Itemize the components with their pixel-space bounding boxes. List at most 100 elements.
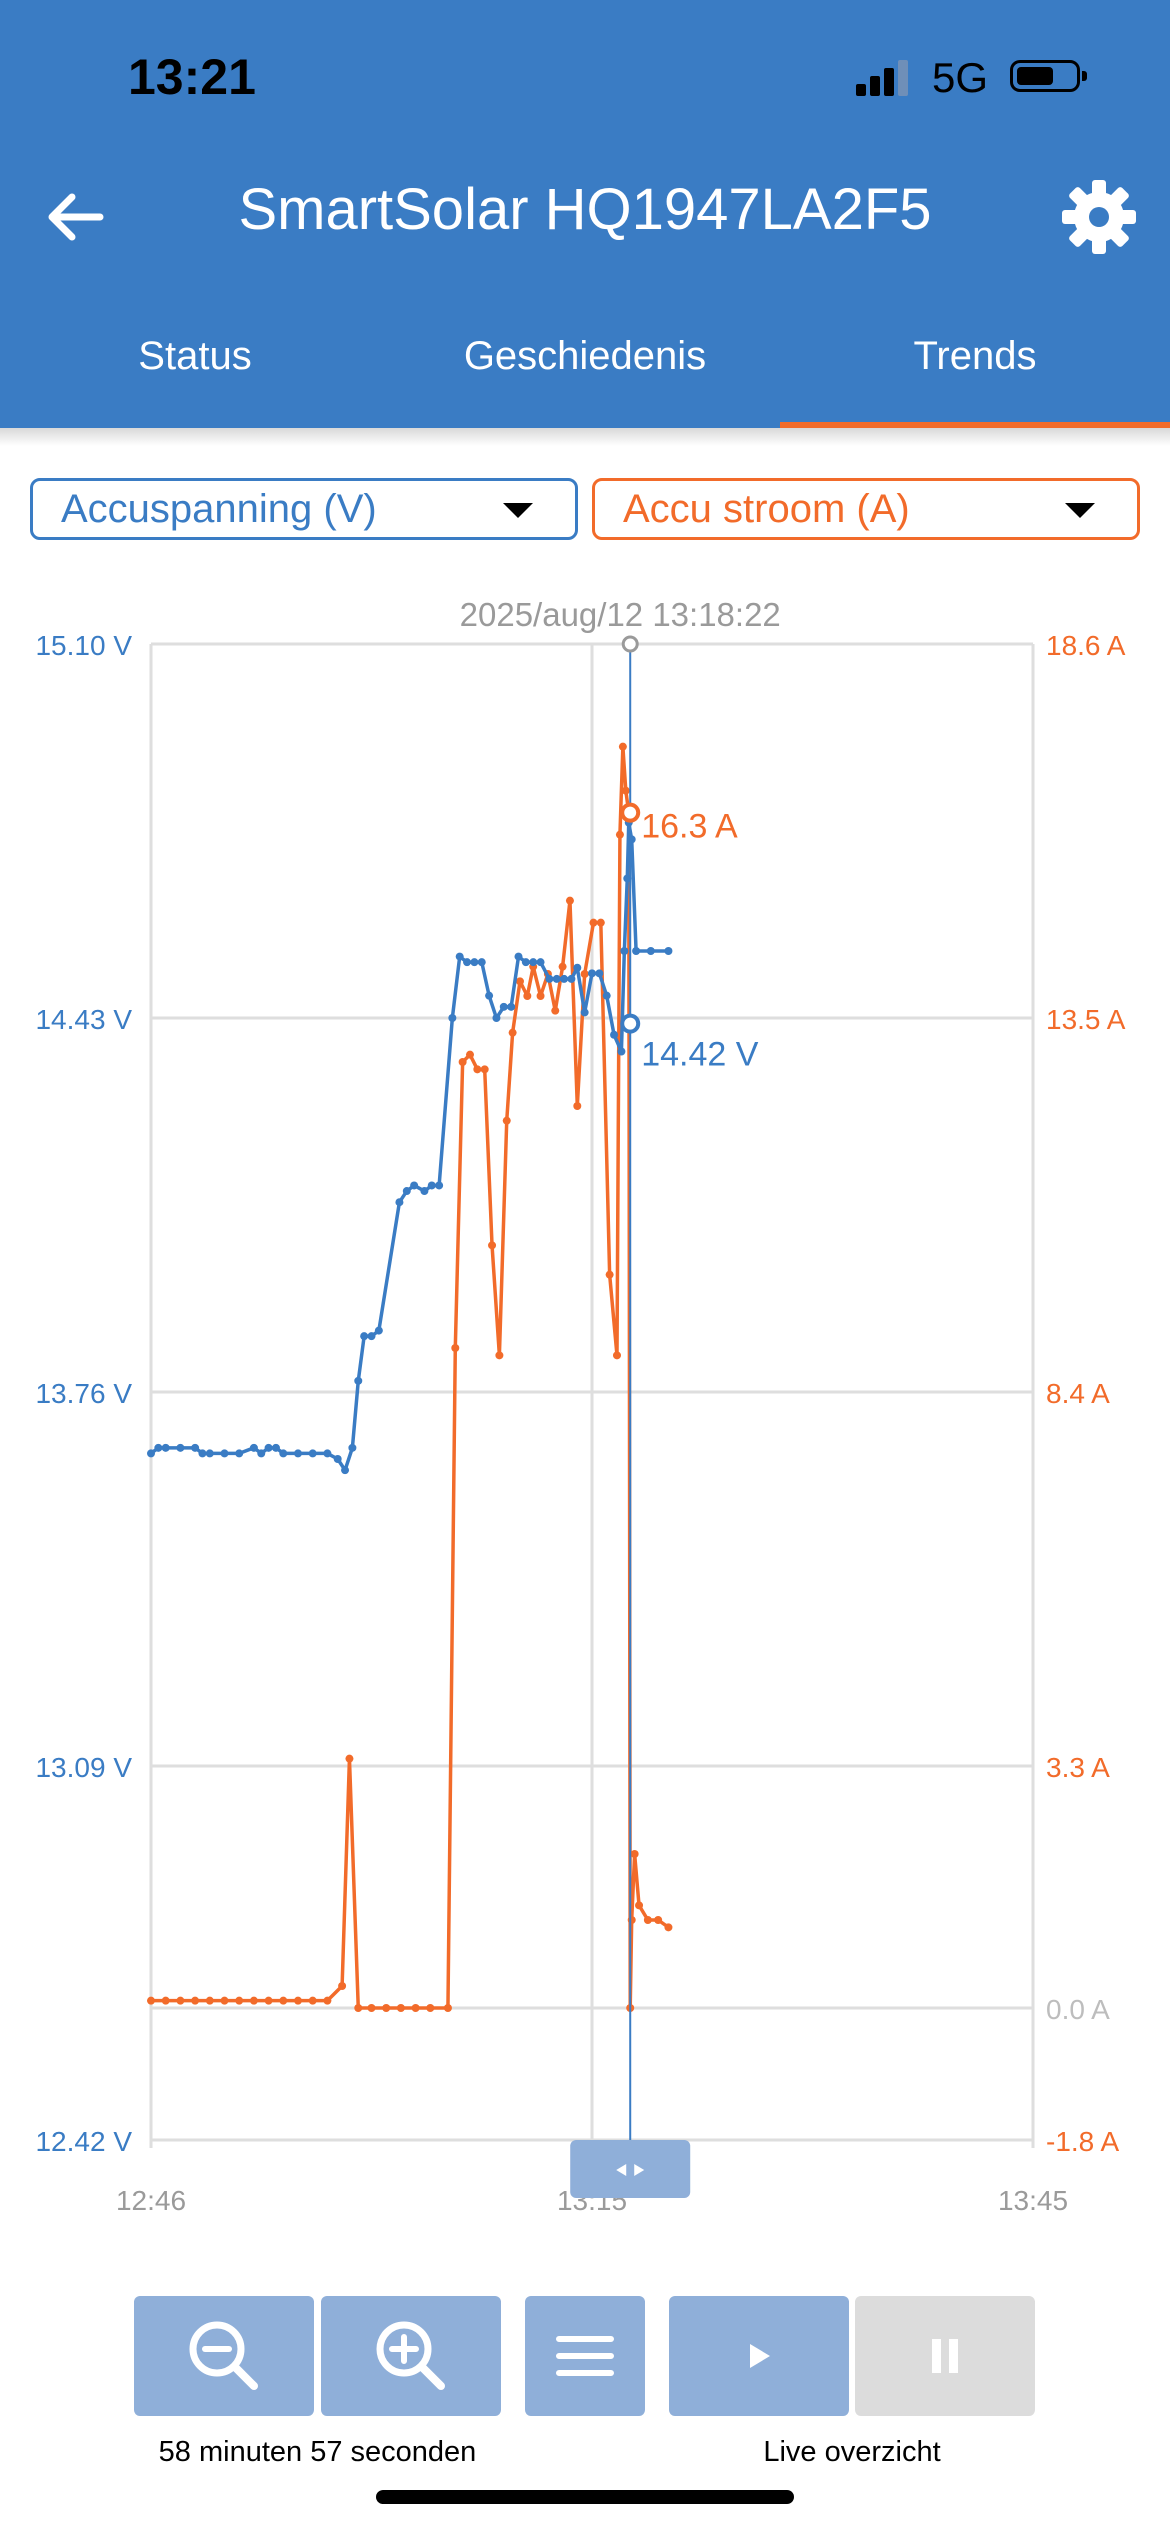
voltage-series-point bbox=[580, 1008, 589, 1017]
current-series-point bbox=[508, 1028, 517, 1037]
voltage-series-point bbox=[348, 1443, 357, 1452]
current-series-point bbox=[605, 1270, 614, 1279]
current-series-point bbox=[573, 1102, 582, 1110]
nav-bar: SmartSolar HQ1947LA2F5 bbox=[0, 150, 1170, 280]
voltage-series-point bbox=[205, 1449, 214, 1458]
cursor-voltage-value: 14.42 V bbox=[641, 1036, 759, 1074]
current-series-point bbox=[565, 896, 574, 905]
current-series-point bbox=[618, 742, 627, 751]
left-series-label: Accuspanning (V) bbox=[61, 487, 377, 531]
live-overview-caption: Live overzicht bbox=[763, 2436, 941, 2468]
voltage-series-point bbox=[588, 969, 596, 978]
zoom-span-caption: 58 minuten 57 seconden bbox=[158, 2436, 477, 2468]
zoom-in-button[interactable] bbox=[321, 2296, 501, 2416]
back-arrow-icon[interactable] bbox=[40, 182, 110, 252]
current-series-point bbox=[551, 1006, 560, 1015]
current-series-point bbox=[354, 2004, 363, 2012]
current-series-point bbox=[627, 1916, 636, 1924]
y-right-tick-label: 0.0 A bbox=[1046, 1994, 1110, 2025]
current-series-point bbox=[451, 1344, 460, 1352]
voltage-series-point bbox=[410, 1181, 419, 1190]
current-series-point bbox=[488, 1241, 497, 1250]
voltage-series-point bbox=[610, 1030, 619, 1039]
y-left-tick-label: 15.10 V bbox=[35, 630, 132, 661]
pause-button[interactable] bbox=[855, 2296, 1035, 2416]
current-series-point bbox=[465, 1050, 474, 1059]
current-series-point bbox=[147, 1996, 155, 2005]
y-right-tick-label: 3.3 A bbox=[1046, 1752, 1110, 1783]
voltage-series-point bbox=[463, 958, 472, 967]
current-series-point bbox=[615, 830, 624, 839]
current-series-point bbox=[264, 1996, 273, 2005]
tab-trends[interactable]: Trends bbox=[780, 300, 1170, 428]
play-button[interactable] bbox=[669, 2296, 849, 2416]
cursor-voltage-marker bbox=[620, 1013, 641, 1034]
current-series-point bbox=[589, 918, 598, 927]
voltage-series-point bbox=[235, 1449, 244, 1458]
x-tick-label: 12:46 bbox=[116, 2185, 186, 2216]
y-right-tick-label: 8.4 A bbox=[1046, 1378, 1110, 1409]
current-series-point bbox=[176, 1996, 185, 2005]
current-series-point bbox=[630, 1850, 639, 1858]
voltage-series-point bbox=[323, 1449, 332, 1458]
cursor-current-value: 16.3 A bbox=[641, 808, 738, 846]
play-icon bbox=[750, 2344, 770, 2368]
voltage-series-point bbox=[395, 1198, 404, 1207]
current-series-point bbox=[523, 992, 532, 1000]
zoom-out-button[interactable] bbox=[134, 2296, 314, 2416]
current-series-point bbox=[382, 2004, 391, 2012]
voltage-series-point bbox=[435, 1181, 444, 1190]
voltage-series-point bbox=[560, 974, 569, 983]
voltage-series-point bbox=[220, 1449, 229, 1458]
y-left-tick-label: 14.43 V bbox=[35, 1004, 132, 1035]
cursor-current-marker bbox=[620, 802, 641, 823]
voltage-series-point bbox=[271, 1443, 280, 1452]
voltage-series-point bbox=[620, 947, 629, 956]
pause-icon bbox=[932, 2339, 958, 2373]
current-series-point bbox=[558, 962, 567, 971]
voltage-series-point bbox=[264, 1443, 273, 1452]
current-series-point bbox=[443, 2004, 452, 2012]
voltage-series-point bbox=[294, 1449, 302, 1458]
current-series-point bbox=[367, 2004, 376, 2012]
voltage-series-point bbox=[514, 952, 523, 961]
voltage-series-point bbox=[595, 969, 604, 978]
cursor-top-marker bbox=[621, 635, 639, 653]
right-series-dropdown[interactable]: Accu stroom (A) bbox=[592, 478, 1140, 540]
current-series-point bbox=[612, 1351, 621, 1360]
current-series-point bbox=[664, 1923, 673, 1932]
current-series-point bbox=[249, 1996, 258, 2005]
current-series-point bbox=[161, 1996, 170, 2005]
left-series-dropdown[interactable]: Accuspanning (V) bbox=[30, 478, 578, 540]
voltage-series-point bbox=[485, 991, 494, 1000]
voltage-series-point bbox=[360, 1332, 369, 1341]
cursor-drag-handle[interactable] bbox=[570, 2140, 691, 2198]
current-series-point bbox=[536, 992, 545, 1000]
tab-status[interactable]: Status bbox=[138, 334, 252, 378]
y-right-tick-label: -1.8 A bbox=[1046, 2126, 1119, 2157]
current-series-point bbox=[635, 1901, 644, 1910]
voltage-series-point bbox=[147, 1449, 155, 1458]
trend-chart[interactable]: 15.10 V 14.43 V 13.76 V 13.09 V 12.42 V 18.6 … bbox=[0, 570, 1170, 2250]
menu-button[interactable] bbox=[525, 2296, 645, 2416]
current-series-point bbox=[235, 1996, 244, 2005]
voltage-series-point bbox=[664, 947, 673, 956]
current-series-point bbox=[515, 977, 524, 986]
gear-icon[interactable] bbox=[1060, 178, 1138, 256]
voltage-series-point bbox=[545, 974, 554, 983]
tab-geschiedenis[interactable]: Geschiedenis bbox=[463, 334, 707, 378]
cursor-timestamp: 2025/aug/12 13:18:22 bbox=[460, 596, 781, 633]
header-shadow bbox=[0, 428, 1170, 446]
voltage-series-point bbox=[499, 1002, 508, 1011]
y-right-tick-label: 18.6 A bbox=[1046, 630, 1126, 661]
y-left-tick-label: 13.09 V bbox=[35, 1752, 132, 1783]
voltage-series-point bbox=[632, 947, 641, 956]
voltage-series-point bbox=[191, 1443, 200, 1452]
voltage-series-point bbox=[367, 1332, 376, 1341]
voltage-series-point bbox=[521, 958, 530, 967]
current-series-point bbox=[596, 918, 605, 927]
voltage-series-point bbox=[627, 835, 636, 844]
voltage-series-point bbox=[470, 958, 479, 967]
zoom-out-icon bbox=[189, 2321, 258, 2390]
tab-bar: Status Geschiedenis Trends bbox=[0, 300, 1170, 428]
